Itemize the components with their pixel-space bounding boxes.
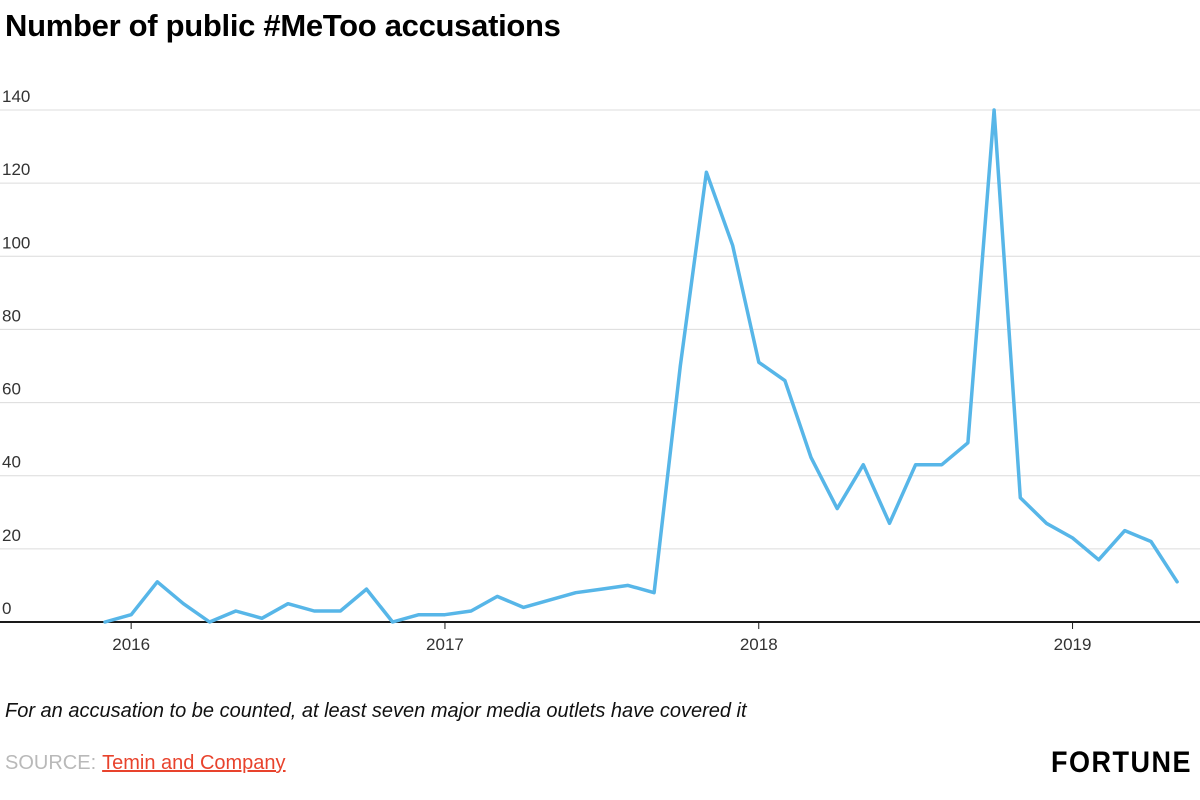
y-tick-label: 0 <box>2 599 11 618</box>
footnote: For an accusation to be counted, at leas… <box>5 700 747 722</box>
chart-title: Number of public #MeToo accusations <box>5 8 561 43</box>
line-chart: 0 20 40 60 80 100 120 140 2016 2017 2018 2019 <box>0 87 1200 654</box>
fortune-logo: FORTUNE <box>1051 746 1192 779</box>
source-link[interactable]: Temin and Company <box>102 752 286 774</box>
x-tick-label: 2018 <box>740 635 778 654</box>
y-tick-label: 20 <box>2 526 21 545</box>
x-tick-label: 2016 <box>112 635 150 654</box>
y-tick-label: 60 <box>2 380 21 399</box>
y-tick-label: 100 <box>2 233 30 252</box>
source-line: SOURCE: Temin and Company <box>5 752 286 775</box>
y-grid-and-labels: 0 20 40 60 80 100 120 140 <box>0 87 1200 623</box>
y-tick-label: 40 <box>2 453 21 472</box>
y-tick-label: 120 <box>2 160 30 179</box>
y-tick-label: 80 <box>2 306 21 325</box>
data-series-line <box>103 108 1179 624</box>
y-tick-label: 140 <box>2 87 30 106</box>
x-axis-labels: 2016 2017 2018 2019 <box>112 623 1091 654</box>
x-tick-label: 2017 <box>426 635 464 654</box>
source-label: SOURCE: <box>5 752 97 774</box>
x-tick-label: 2019 <box>1054 635 1092 654</box>
